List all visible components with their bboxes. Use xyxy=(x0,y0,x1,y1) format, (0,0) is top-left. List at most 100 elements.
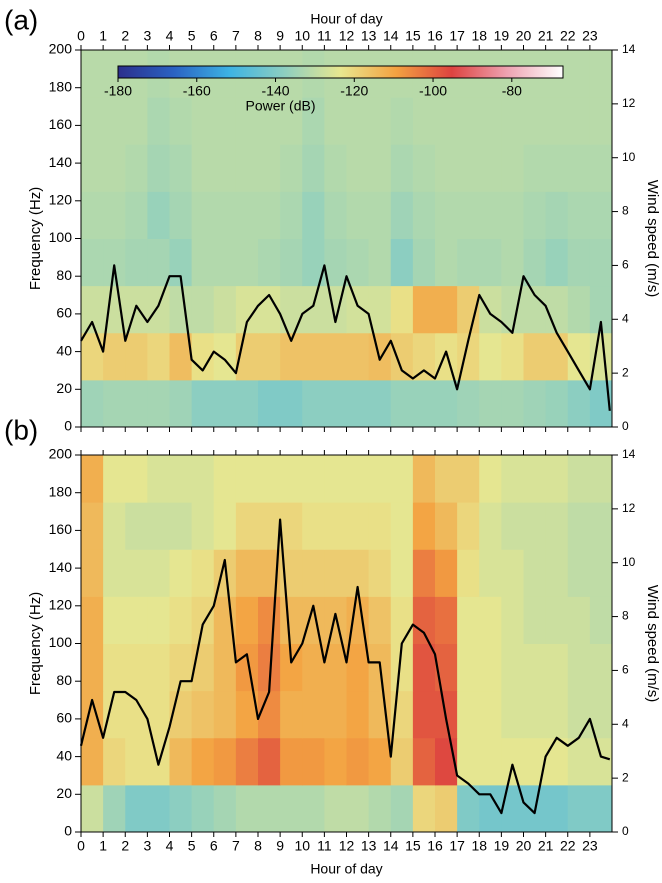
heatmap-cell xyxy=(567,690,591,739)
heatmap-cell xyxy=(523,737,547,786)
heatmap-cell xyxy=(169,332,193,381)
heatmap-cell xyxy=(567,596,591,644)
x-tick-label: 6 xyxy=(210,28,218,44)
heatmap-cell xyxy=(479,549,502,597)
heatmap-cell xyxy=(589,191,613,239)
heatmap-cell xyxy=(412,191,436,239)
heatmap-cell xyxy=(280,690,303,739)
heatmap-cell xyxy=(457,285,480,334)
heatmap-cell xyxy=(191,191,215,239)
heatmap-cell xyxy=(103,50,126,98)
heatmap-cell xyxy=(258,144,281,192)
x-tick-label: 9 xyxy=(276,28,284,44)
heatmap-cell xyxy=(235,549,259,597)
heatmap-cell xyxy=(368,596,392,644)
heatmap-cell xyxy=(346,379,370,428)
y2-tick-label: 2 xyxy=(622,770,629,784)
heatmap-cell xyxy=(147,784,170,833)
heatmap-cell xyxy=(390,97,414,145)
heatmap-cell xyxy=(368,737,392,786)
y2-tick-label: 0 xyxy=(622,824,629,838)
heatmap-cell xyxy=(412,502,436,550)
heatmap-cell xyxy=(302,737,325,786)
y-tick-label: 20 xyxy=(56,785,72,801)
heatmap-cell xyxy=(81,97,104,145)
heatmap-cell xyxy=(567,502,591,550)
heatmap-cell xyxy=(169,238,193,287)
heatmap-cell xyxy=(169,144,193,192)
heatmap-cell xyxy=(589,332,613,381)
heatmap-cell xyxy=(169,455,193,503)
heatmap-cell xyxy=(81,332,104,381)
heatmap-cell xyxy=(346,549,370,597)
heatmap-cell xyxy=(235,596,259,644)
x-tick-label: 4 xyxy=(166,28,174,44)
heatmap-cell xyxy=(457,191,480,239)
heatmap-cell xyxy=(125,97,148,145)
heatmap-cell xyxy=(545,285,569,334)
heatmap-cell xyxy=(169,191,193,239)
heatmap-cell xyxy=(368,97,392,145)
heatmap-cell xyxy=(435,643,458,692)
x-tick-label: 23 xyxy=(582,28,598,44)
heatmap-cell xyxy=(523,191,547,239)
y2-tick-label: 14 xyxy=(622,42,636,56)
heatmap-cell xyxy=(412,285,436,334)
heatmap-cell xyxy=(125,191,148,239)
heatmap-cell xyxy=(589,737,613,786)
heatmap-cell xyxy=(191,285,215,334)
heatmap-cell xyxy=(523,379,547,428)
heatmap-cell xyxy=(346,97,370,145)
heatmap-cell xyxy=(280,737,303,786)
heatmap-cell xyxy=(390,502,414,550)
x-axis-label: Hour of day xyxy=(310,861,382,877)
heatmap-cell xyxy=(125,502,148,550)
x-tick-label: 2 xyxy=(121,28,129,44)
y-tick-label: 60 xyxy=(56,710,72,726)
heatmap-cell xyxy=(412,97,436,145)
heatmap-cell xyxy=(235,455,259,503)
heatmap-cell xyxy=(191,737,215,786)
heatmap-cell xyxy=(81,502,104,550)
y2-tick-label: 12 xyxy=(622,501,636,515)
heatmap-cell xyxy=(103,643,126,692)
heatmap-cell xyxy=(457,97,480,145)
heatmap-cell xyxy=(81,238,104,287)
heatmap-cell xyxy=(147,285,170,334)
x-tick-label: 5 xyxy=(188,838,196,854)
heatmap-cell xyxy=(213,690,237,739)
y2-tick-label: 10 xyxy=(622,150,636,164)
heatmap-cell xyxy=(501,332,524,381)
heatmap-cell xyxy=(258,455,281,503)
heatmap-cell xyxy=(258,285,281,334)
heatmap-cell xyxy=(567,332,591,381)
colorbar-label: Power (dB) xyxy=(245,98,315,114)
panel-label: (a) xyxy=(4,4,38,35)
heatmap-cell xyxy=(435,596,458,644)
heatmap-cell xyxy=(280,332,303,381)
heatmap-cell xyxy=(501,643,524,692)
heatmap-cell xyxy=(213,784,237,833)
x-tick-label: 1 xyxy=(99,28,107,44)
heatmap-cell xyxy=(213,238,237,287)
heatmap-cell xyxy=(589,502,613,550)
heatmap-cell xyxy=(457,690,480,739)
heatmap-cell xyxy=(457,144,480,192)
heatmap-cell xyxy=(324,332,347,381)
heatmap-cell xyxy=(523,549,547,597)
x-tick-label: 0 xyxy=(77,838,85,854)
heatmap-cell xyxy=(103,455,126,503)
heatmap-cell xyxy=(346,455,370,503)
x-tick-label: 19 xyxy=(494,838,510,854)
heatmap-cell xyxy=(81,549,104,597)
heatmap-cell xyxy=(501,191,524,239)
x-tick-label: 20 xyxy=(516,838,532,854)
heatmap-cell xyxy=(545,379,569,428)
heatmap-cell xyxy=(125,379,148,428)
heatmap-cell xyxy=(169,549,193,597)
heatmap-cell xyxy=(81,379,104,428)
heatmap-cell xyxy=(125,238,148,287)
heatmap-cell xyxy=(103,97,126,145)
heatmap-cell xyxy=(103,144,126,192)
heatmap-cell xyxy=(147,332,170,381)
